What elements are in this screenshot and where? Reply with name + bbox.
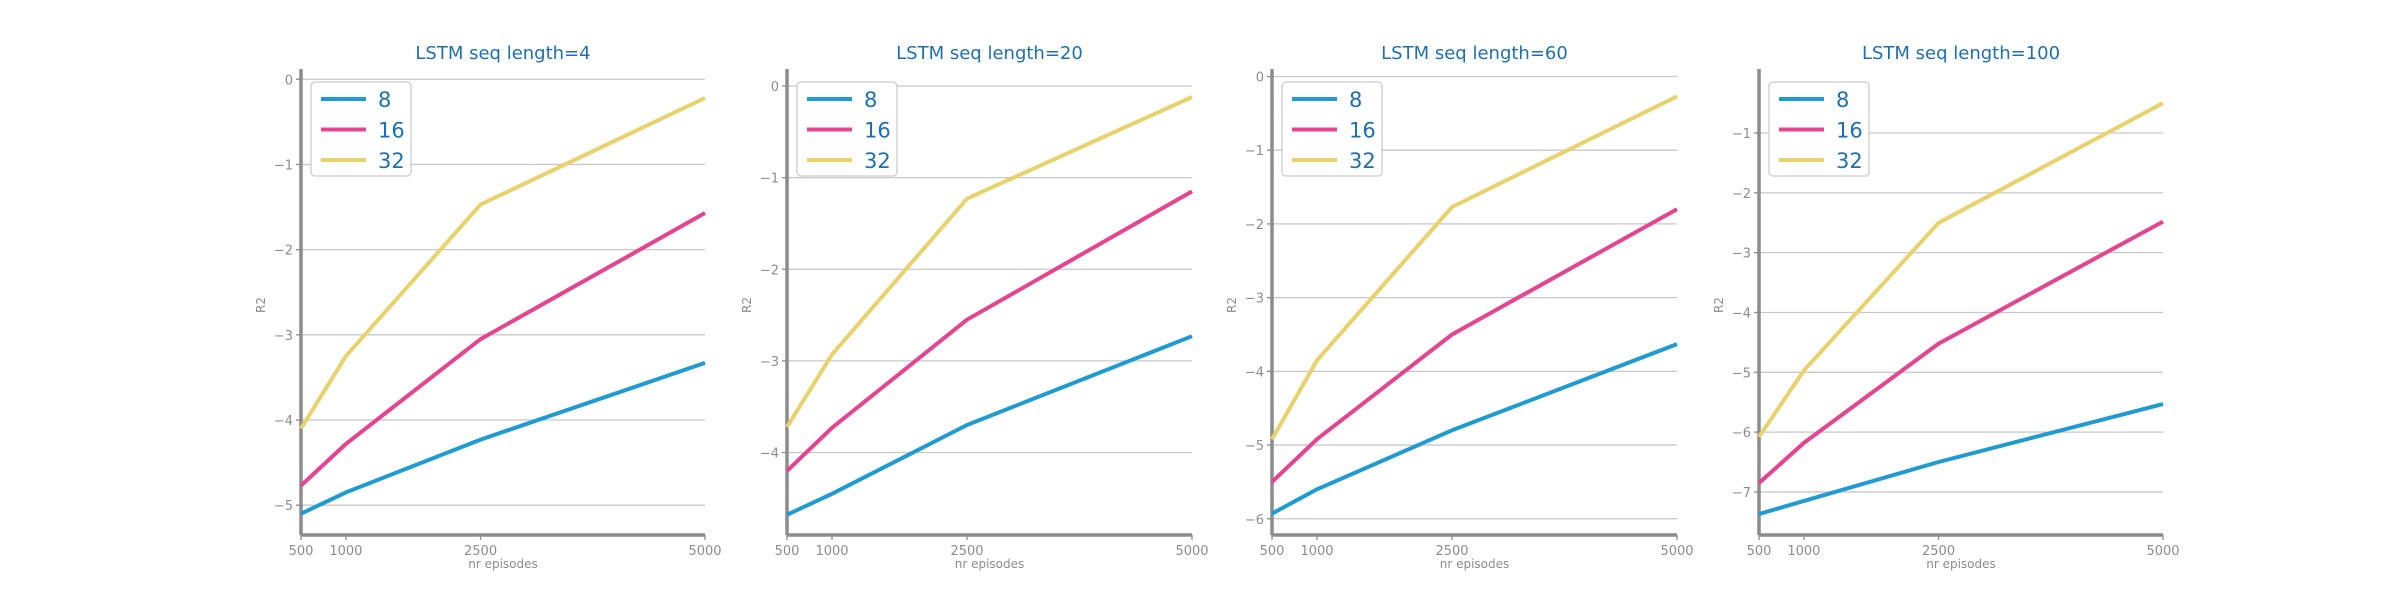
legend: 8 16 32	[796, 81, 898, 177]
x-tick-label: 5000	[688, 544, 721, 559]
x-tick-label: 1000	[1300, 544, 1333, 559]
chart-title: LSTM seq length=100	[1862, 43, 2060, 64]
legend-label: 8	[1349, 88, 1362, 112]
chart-title: LSTM seq length=20	[896, 43, 1083, 64]
legend-label: 16	[1836, 119, 1863, 143]
y-tick-label: −5	[1245, 439, 1264, 454]
x-axis-label: nr episodes	[955, 557, 1025, 571]
y-tick-label: −2	[274, 244, 293, 259]
legend-label: 32	[378, 149, 405, 173]
series-line-8	[1758, 402, 2164, 517]
legend-label: 32	[1836, 149, 1863, 173]
y-tick-label: −4	[760, 447, 779, 462]
y-tick-label: 0	[285, 73, 293, 88]
chart-panel-3: 0 −1 −2 −3 −4 −5 −6 500 1000 2500 5000 LSTM seq len…	[1225, 43, 1694, 571]
x-tick-label: 2500	[464, 544, 497, 559]
y-tick-label: −3	[760, 355, 779, 370]
legend: 8 16 32	[310, 81, 412, 177]
x-tick-label: 5000	[1175, 544, 1208, 559]
x-tick-label: 2500	[950, 544, 983, 559]
y-tick-label: −3	[1732, 247, 1751, 262]
y-tick-label: −6	[1245, 513, 1264, 528]
y-tick-label: −1	[760, 172, 779, 187]
y-axis-label: R2	[1712, 297, 1726, 313]
series-line-8	[300, 361, 706, 516]
series-line-32	[1757, 101, 2164, 439]
chart-panel-4: −1 −2 −3 −4 −5 −6 −7 500 1000 2500 5000 LSTM seq le…	[1712, 43, 2180, 571]
y-tick-label: −6	[1732, 426, 1751, 441]
series-line-16	[299, 211, 706, 488]
legend-label: 32	[1349, 149, 1376, 173]
series-line-32	[1270, 94, 1678, 441]
legend-label: 16	[864, 119, 891, 143]
x-tick-label: 2500	[1922, 544, 1955, 559]
series-line-16	[1757, 219, 2164, 485]
y-tick-label: −3	[1245, 292, 1264, 307]
chart-title: LSTM seq length=4	[415, 43, 590, 64]
legend-label: 8	[378, 88, 391, 112]
chart-panel-1: 0 −1 −2 −3 −4 −5 500 1000 2500 5000 LSTM seq lengt…	[254, 43, 722, 571]
y-tick-label: −4	[1245, 365, 1264, 380]
y-tick-label: −5	[1732, 366, 1751, 381]
x-tick-label: 1000	[815, 544, 848, 559]
y-tick-label: 0	[1256, 70, 1264, 85]
series-line-16	[1270, 207, 1678, 484]
series-line-32	[299, 96, 706, 430]
x-tick-label: 500	[289, 544, 314, 559]
y-tick-label: −4	[274, 414, 293, 429]
x-tick-label: 1000	[329, 544, 362, 559]
x-axis-label: nr episodes	[468, 557, 538, 571]
y-axis-label: R2	[740, 297, 754, 313]
y-tick-label: −5	[274, 499, 293, 514]
y-tick-label: −2	[760, 263, 779, 278]
series-line-16	[785, 189, 1193, 473]
series-line-32	[785, 95, 1193, 428]
chart-title: LSTM seq length=60	[1381, 43, 1568, 64]
legend-label: 8	[1836, 88, 1849, 112]
x-tick-label: 2500	[1435, 544, 1468, 559]
y-tick-label: −1	[1245, 144, 1264, 159]
y-axis-label: R2	[254, 297, 268, 313]
legend: 8 16 32	[1768, 81, 1870, 177]
y-tick-label: −4	[1732, 306, 1751, 321]
y-tick-label: −1	[274, 158, 293, 173]
x-tick-label: 500	[1747, 544, 1772, 559]
x-axis-label: nr episodes	[1440, 557, 1510, 571]
series-line-8	[786, 334, 1193, 517]
x-tick-label: 5000	[1660, 544, 1693, 559]
y-tick-label: −1	[1732, 127, 1751, 142]
x-tick-label: 500	[1260, 544, 1285, 559]
y-tick-label: −2	[1732, 187, 1751, 202]
y-axis-label: R2	[1225, 297, 1239, 313]
y-tick-label: −2	[1245, 218, 1264, 233]
x-axis-label: nr episodes	[1926, 557, 1996, 571]
series-line-8	[1271, 342, 1678, 516]
chart-panel-2: 0 −1 −2 −3 −4 500 1000 2500 5000 LSTM seq length=…	[740, 43, 1209, 571]
legend-label: 16	[378, 119, 405, 143]
x-tick-label: 5000	[2146, 544, 2179, 559]
legend-label: 8	[864, 88, 877, 112]
x-tick-label: 1000	[1787, 544, 1820, 559]
y-tick-label: −3	[274, 329, 293, 344]
y-tick-label: 0	[771, 80, 779, 95]
y-tick-label: −7	[1732, 486, 1751, 501]
legend-label: 16	[1349, 119, 1376, 143]
legend: 8 16 32	[1281, 81, 1383, 177]
x-tick-label: 500	[775, 544, 800, 559]
legend-label: 32	[864, 149, 891, 173]
